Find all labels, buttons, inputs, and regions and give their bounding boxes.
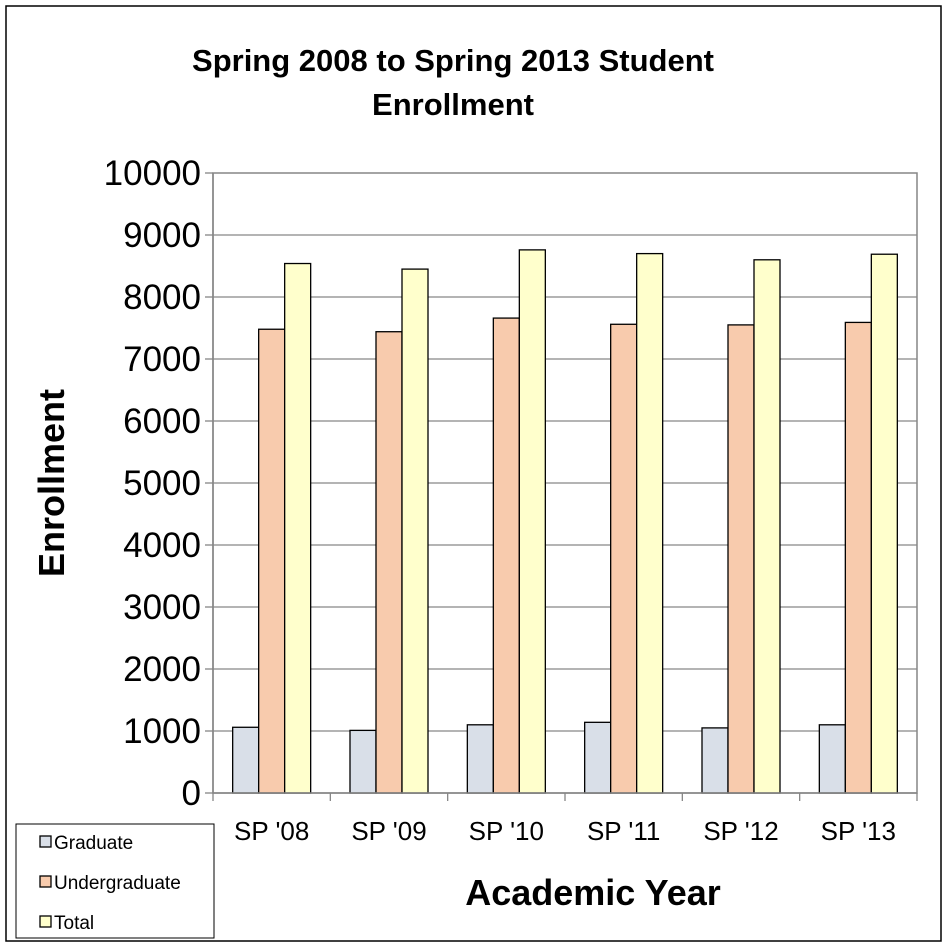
y-tick-label: 8000: [123, 278, 201, 317]
y-tick-label: 4000: [123, 526, 201, 565]
bar-total: [870, 253, 898, 794]
legend: Graduate Undergraduate Total: [15, 823, 215, 939]
y-tick-label: 9000: [123, 216, 201, 255]
y-tick-label: 10000: [104, 154, 201, 193]
x-tick-label: SP '13: [821, 816, 896, 846]
y-axis-title: Enrollment: [31, 389, 72, 577]
bar-total: [636, 252, 664, 794]
bar-total: [401, 268, 429, 794]
y-tick-label: 3000: [123, 588, 201, 627]
bar-total: [753, 259, 781, 794]
bar-total: [284, 262, 312, 794]
gridlines: [213, 234, 917, 732]
bar-graduate: [349, 729, 377, 794]
y-axis: 0 1000 2000 3000 4000 5000 6000 7000 8000 9000 100…: [104, 154, 214, 813]
y-tick-label: 5000: [123, 464, 201, 503]
x-tick-label: SP '12: [703, 816, 778, 846]
x-tick-label: SP '09: [351, 816, 426, 846]
bars: [232, 249, 898, 794]
bar-undergraduate: [492, 317, 520, 794]
bar-undergraduate: [844, 321, 872, 794]
y-tick-label: 0: [182, 774, 201, 813]
bar-total: [518, 249, 546, 794]
x-axis-title: Academic Year: [465, 872, 721, 913]
x-tick-label: SP '11: [587, 816, 660, 846]
legend-swatch: [39, 875, 52, 888]
legend-swatch: [39, 835, 52, 848]
y-tick-label: 7000: [123, 340, 201, 379]
bar-undergraduate: [375, 331, 403, 794]
bar-undergraduate: [610, 323, 638, 794]
legend-swatch: [39, 915, 52, 928]
bar-undergraduate: [727, 324, 755, 794]
legend-label: Graduate: [54, 833, 133, 854]
legend-label: Undergraduate: [54, 873, 181, 894]
chart-title-line-1: Spring 2008 to Spring 2013 Student: [192, 43, 714, 78]
legend-label: Total: [54, 913, 94, 934]
y-tick-label: 2000: [123, 650, 201, 689]
x-axis: SP '08 SP '09 SP '10 SP '11 SP '12 SP '13: [212, 792, 918, 846]
x-tick-label: SP '08: [234, 816, 309, 846]
y-tick-label: 1000: [123, 712, 201, 751]
bar-graduate: [466, 724, 494, 794]
bar-graduate: [818, 724, 846, 794]
chart-title-line-2: Enrollment: [372, 87, 534, 122]
y-tick-label: 6000: [123, 402, 201, 441]
bar-graduate: [701, 727, 729, 794]
bar-graduate: [232, 726, 260, 794]
bar-undergraduate: [258, 328, 286, 794]
x-tick-label: SP '10: [469, 816, 544, 846]
bar-graduate: [584, 721, 612, 794]
